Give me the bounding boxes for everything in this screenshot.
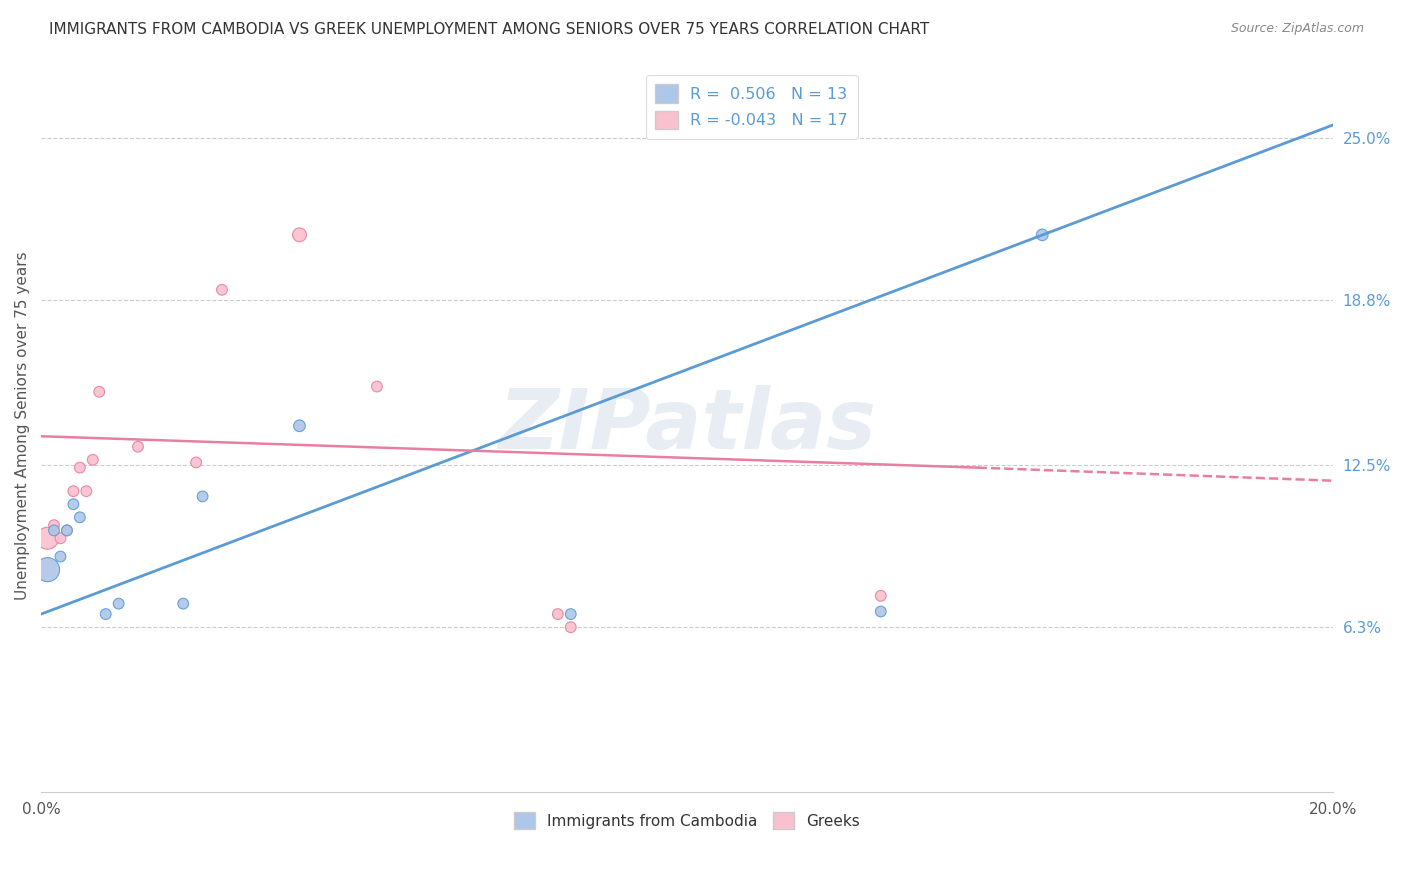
Point bbox=[49, 531, 72, 545]
Legend: Immigrants from Cambodia, Greeks: Immigrants from Cambodia, Greeks bbox=[508, 805, 866, 836]
Point bbox=[75, 484, 97, 499]
Point bbox=[49, 549, 72, 564]
Point bbox=[127, 440, 149, 454]
Point bbox=[869, 589, 891, 603]
Point bbox=[94, 607, 117, 621]
Point bbox=[547, 607, 569, 621]
Point bbox=[191, 490, 214, 504]
Point bbox=[69, 460, 91, 475]
Point bbox=[107, 597, 129, 611]
Point bbox=[288, 418, 311, 433]
Point bbox=[288, 227, 311, 242]
Point bbox=[869, 605, 891, 619]
Point bbox=[184, 455, 207, 469]
Point bbox=[62, 497, 84, 511]
Point bbox=[560, 607, 582, 621]
Point bbox=[1031, 227, 1053, 242]
Point bbox=[37, 563, 59, 577]
Point bbox=[56, 524, 79, 538]
Text: IMMIGRANTS FROM CAMBODIA VS GREEK UNEMPLOYMENT AMONG SENIORS OVER 75 YEARS CORRE: IMMIGRANTS FROM CAMBODIA VS GREEK UNEMPL… bbox=[49, 22, 929, 37]
Point bbox=[560, 620, 582, 634]
Point bbox=[37, 531, 59, 545]
Point bbox=[82, 452, 104, 467]
Point bbox=[62, 484, 84, 499]
Point bbox=[56, 524, 79, 538]
Text: Source: ZipAtlas.com: Source: ZipAtlas.com bbox=[1230, 22, 1364, 36]
Point bbox=[172, 597, 194, 611]
Point bbox=[42, 518, 65, 533]
Point bbox=[366, 379, 388, 393]
Text: ZIPatlas: ZIPatlas bbox=[498, 385, 876, 467]
Point bbox=[42, 524, 65, 538]
Point bbox=[211, 283, 233, 297]
Point bbox=[89, 384, 111, 399]
Y-axis label: Unemployment Among Seniors over 75 years: Unemployment Among Seniors over 75 years bbox=[15, 252, 30, 600]
Point bbox=[69, 510, 91, 524]
